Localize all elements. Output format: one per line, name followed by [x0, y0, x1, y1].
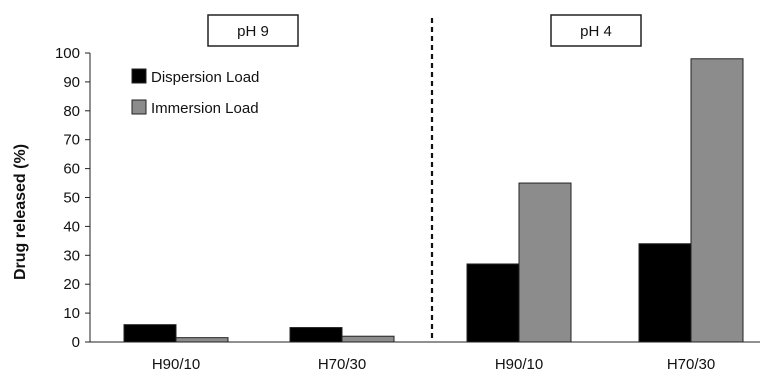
- bar-immersion: [690, 58, 744, 343]
- bar-dispersion: [289, 327, 343, 343]
- x-labels: H90/10 H70/30 H90/10 H70/30: [152, 356, 715, 373]
- y-axis: 0 10 20 30 40 50 60 70 80 90 100: [55, 18, 760, 351]
- bar-dispersion: [123, 324, 177, 343]
- panel-label: pH 9: [237, 23, 269, 40]
- legend-label: Dispersion Load: [151, 69, 259, 86]
- panel-label-box: [207, 14, 299, 47]
- y-tick-label: 30: [63, 247, 80, 264]
- y-tick-label: 70: [63, 132, 80, 149]
- y-tick-label: 40: [63, 218, 80, 235]
- panel-label: pH 4: [580, 23, 612, 40]
- legend-swatch: [131, 99, 147, 115]
- y-tick-label: 20: [63, 276, 80, 293]
- y-tick-label: 0: [72, 334, 80, 351]
- y-tick-label: 90: [63, 74, 80, 91]
- legend-label: Immersion Load: [151, 100, 259, 117]
- x-tick-label: H70/30: [667, 356, 715, 373]
- bar-dispersion: [466, 263, 520, 343]
- bar-immersion: [518, 182, 572, 343]
- bar-dispersion: [638, 243, 692, 343]
- y-tick-label: 60: [63, 161, 80, 178]
- y-tick-label: 10: [63, 305, 80, 322]
- bar-immersion: [341, 335, 395, 343]
- legend: Dispersion Load Immersion Load: [131, 68, 259, 117]
- bars: [123, 58, 744, 343]
- x-tick-label: H70/30: [318, 356, 366, 373]
- y-tick-label: 100: [55, 45, 80, 62]
- panel-labels: pH 9 pH 4: [207, 14, 642, 47]
- x-tick-label: H90/10: [152, 356, 200, 373]
- y-tick-label: 80: [63, 103, 80, 120]
- bar-immersion: [175, 337, 229, 343]
- panel-label-box: [550, 14, 642, 47]
- legend-swatch: [131, 68, 147, 84]
- x-tick-label: H90/10: [495, 356, 543, 373]
- y-tick-label: 50: [63, 190, 80, 207]
- y-axis-label: Drug released (%): [12, 144, 29, 280]
